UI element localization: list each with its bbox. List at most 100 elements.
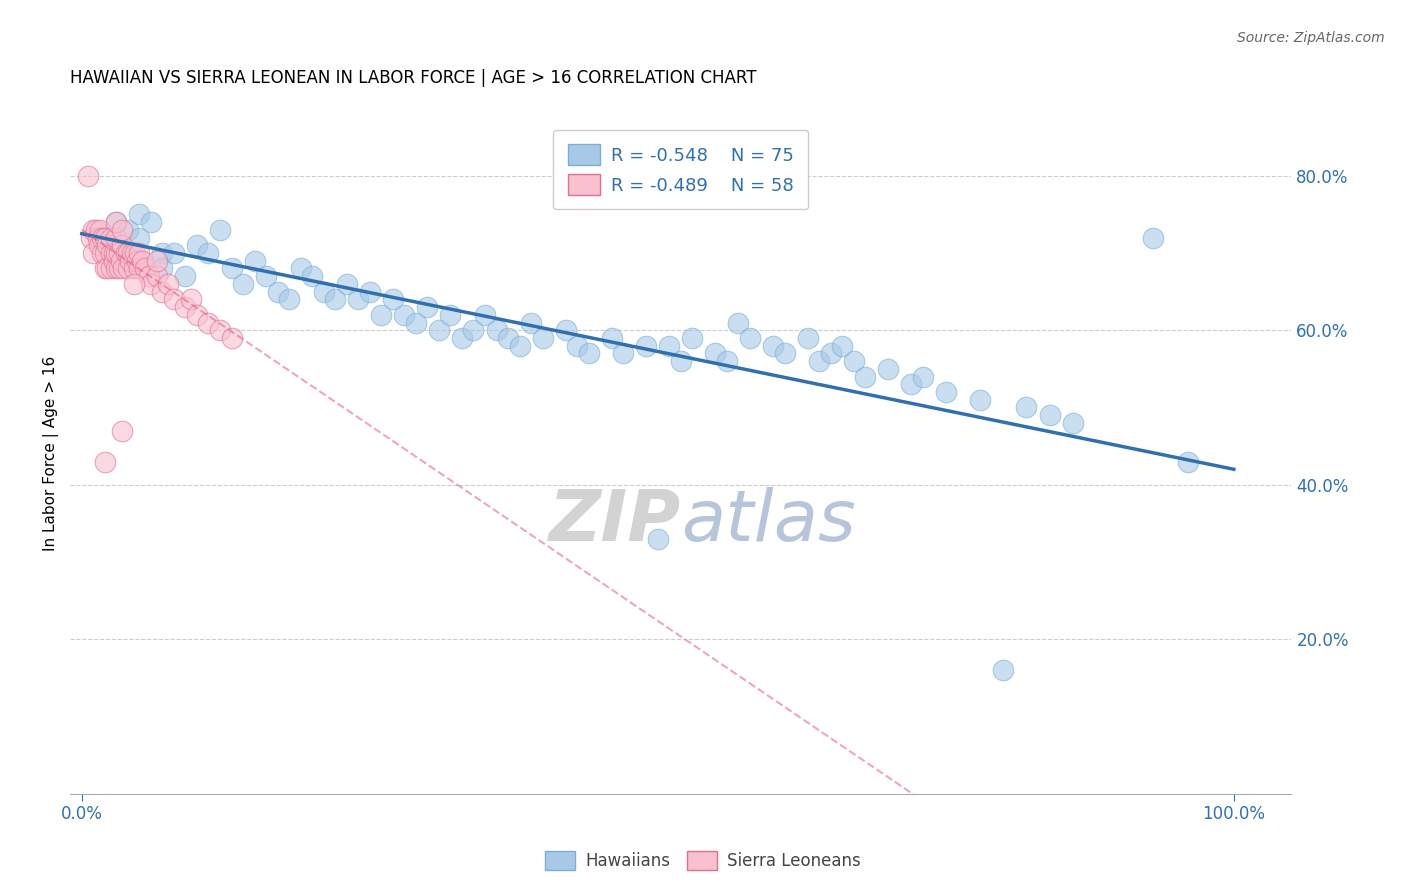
Point: [94, 261, 117, 276]
Point: [96, 261, 118, 276]
Point: [107, 246, 129, 260]
Text: atlas: atlas: [681, 487, 855, 557]
Point: [103, 246, 125, 260]
Point: [347, 293, 370, 307]
Point: [125, 253, 148, 268]
Point: [89, 223, 111, 237]
Point: [485, 323, 508, 337]
Point: [152, 246, 174, 260]
Point: [94, 246, 117, 260]
Point: [157, 277, 180, 291]
Point: [1062, 416, 1084, 430]
Point: [647, 532, 669, 546]
Point: [110, 253, 132, 268]
Point: [969, 392, 991, 407]
Point: [312, 285, 335, 299]
Point: [208, 323, 231, 337]
Point: [243, 253, 266, 268]
Point: [100, 230, 122, 244]
Point: [180, 293, 202, 307]
Point: [152, 261, 174, 276]
Point: [416, 300, 439, 314]
Point: [94, 454, 117, 468]
Point: [221, 261, 243, 276]
Point: [152, 285, 174, 299]
Point: [87, 230, 110, 244]
Point: [145, 253, 167, 268]
Point: [900, 377, 922, 392]
Point: [122, 261, 145, 276]
Point: [76, 169, 98, 183]
Point: [1142, 230, 1164, 244]
Point: [554, 323, 576, 337]
Point: [232, 277, 254, 291]
Point: [738, 331, 761, 345]
Point: [139, 277, 162, 291]
Point: [565, 339, 588, 353]
Point: [163, 293, 186, 307]
Point: [853, 369, 876, 384]
Legend: R = -0.548    N = 75, R = -0.489    N = 58: R = -0.548 N = 75, R = -0.489 N = 58: [554, 130, 808, 210]
Point: [669, 354, 692, 368]
Point: [117, 246, 139, 260]
Point: [336, 277, 359, 291]
Point: [197, 316, 219, 330]
Point: [145, 269, 167, 284]
Point: [820, 346, 842, 360]
Point: [105, 230, 128, 244]
Point: [96, 238, 118, 252]
Point: [120, 253, 142, 268]
Text: HAWAIIAN VS SIERRA LEONEAN IN LABOR FORCE | AGE > 16 CORRELATION CHART: HAWAIIAN VS SIERRA LEONEAN IN LABOR FORC…: [70, 69, 756, 87]
Point: [439, 308, 461, 322]
Point: [935, 385, 957, 400]
Point: [394, 308, 416, 322]
Point: [290, 261, 312, 276]
Point: [131, 253, 153, 268]
Point: [105, 215, 128, 229]
Point: [681, 331, 703, 345]
Point: [509, 339, 531, 353]
Point: [128, 230, 150, 244]
Point: [496, 331, 519, 345]
Point: [266, 285, 288, 299]
Point: [1177, 454, 1199, 468]
Point: [84, 223, 107, 237]
Point: [107, 261, 129, 276]
Point: [103, 253, 125, 268]
Point: [716, 354, 738, 368]
Point: [370, 308, 392, 322]
Point: [323, 293, 346, 307]
Point: [520, 316, 543, 330]
Point: [91, 246, 114, 260]
Y-axis label: In Labor Force | Age > 16: In Labor Force | Age > 16: [44, 356, 59, 551]
Point: [100, 246, 122, 260]
Point: [254, 269, 277, 284]
Point: [128, 207, 150, 221]
Point: [121, 246, 143, 260]
Point: [139, 215, 162, 229]
Point: [221, 331, 243, 345]
Point: [80, 230, 103, 244]
Point: [105, 215, 128, 229]
Point: [762, 339, 785, 353]
Point: [704, 346, 727, 360]
Point: [600, 331, 623, 345]
Point: [117, 223, 139, 237]
Point: [138, 269, 160, 284]
Point: [636, 339, 658, 353]
Point: [82, 223, 104, 237]
Point: [114, 246, 136, 260]
Point: [186, 308, 208, 322]
Point: [1015, 401, 1038, 415]
Point: [111, 238, 134, 252]
Point: [727, 316, 749, 330]
Point: [100, 261, 122, 276]
Point: [94, 230, 117, 244]
Point: [111, 424, 134, 438]
Point: [405, 316, 427, 330]
Point: [124, 246, 146, 260]
Point: [877, 362, 900, 376]
Point: [451, 331, 474, 345]
Point: [463, 323, 485, 337]
Point: [474, 308, 496, 322]
